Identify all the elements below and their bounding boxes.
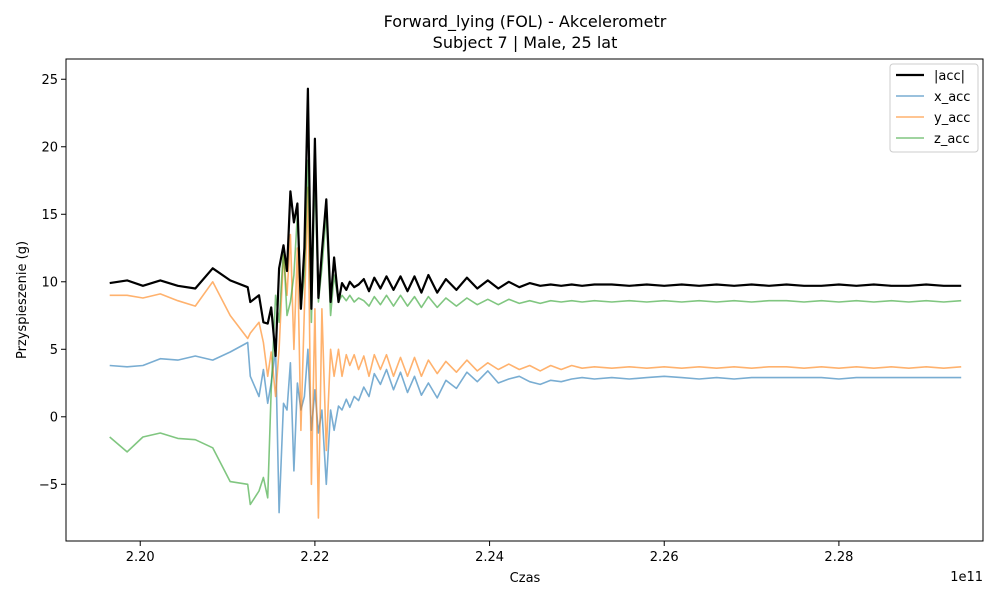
x-axis: 2.20 2.22 2.24 2.26 2.28 [126, 541, 853, 565]
x-offset-label: 1e11 [950, 570, 983, 585]
x-tick-label: 2.24 [475, 550, 504, 565]
y-tick-label: 20 [41, 140, 58, 155]
chart-subtitle: Subject 7 | Male, 25 lat [433, 33, 618, 52]
series-line-acc-magnitude [109, 87, 962, 358]
y-tick-label: 25 [41, 73, 58, 88]
x-axis-label: Czas [510, 571, 541, 586]
x-tick-label: 2.26 [650, 550, 679, 565]
legend-box [889, 63, 979, 153]
x-tick-label: 2.28 [824, 550, 853, 565]
y-tick-label: −5 [39, 478, 58, 493]
plot-frame [65, 58, 984, 542]
y-tick-label: 0 [50, 410, 58, 425]
legend-label-acc-magnitude: |acc| [934, 69, 965, 84]
legend: |acc| x_acc y_acc z_acc [889, 63, 979, 153]
legend-label-z-acc: z_acc [934, 132, 970, 147]
y-axis: −5 0 5 10 15 20 25 [39, 73, 66, 493]
series-line-z-acc [109, 159, 962, 506]
x-tick-label: 2.22 [300, 550, 329, 565]
y-tick-label: 10 [41, 275, 58, 290]
y-tick-label: 15 [41, 208, 58, 223]
series-line-y-acc [109, 186, 962, 519]
y-tick-label: 5 [50, 343, 58, 358]
legend-label-x-acc: x_acc [934, 90, 970, 105]
x-tick-label: 2.20 [126, 550, 155, 565]
legend-entries: |acc| x_acc y_acc z_acc [896, 69, 970, 147]
series-layer [109, 87, 962, 519]
y-axis-label: Przyspieszenie (g) [15, 241, 30, 359]
chart-title: Forward_lying (FOL) - Akcelerometr [384, 12, 667, 32]
legend-label-y-acc: y_acc [934, 111, 970, 126]
